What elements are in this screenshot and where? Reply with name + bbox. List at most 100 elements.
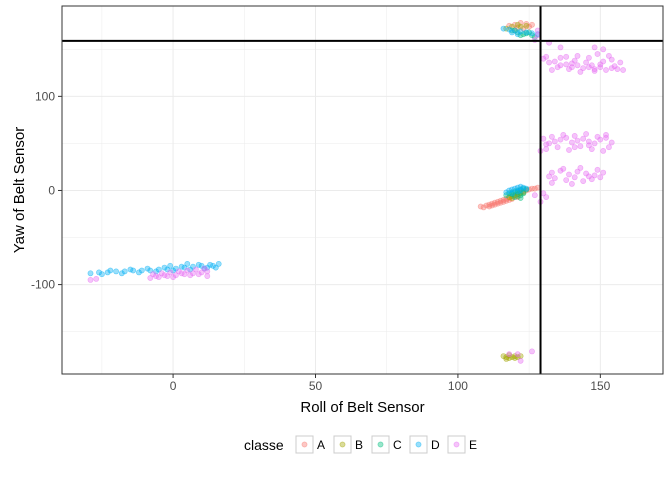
data-point-e [571, 174, 578, 181]
data-point-d [517, 187, 524, 194]
data-point-d [514, 31, 521, 38]
data-point-b [503, 355, 510, 362]
data-point-e [571, 132, 578, 139]
data-point-e [591, 44, 598, 51]
data-point-d [87, 270, 94, 277]
data-point-e [517, 357, 524, 364]
data-point-b [514, 21, 521, 28]
data-point-e [608, 56, 615, 63]
legend-title: classe [244, 437, 284, 453]
x-tick-label: 100 [448, 379, 468, 393]
legend-label: C [393, 438, 402, 452]
data-point-a [529, 21, 535, 28]
data-point-e [551, 138, 558, 145]
data-point-d [135, 269, 142, 276]
y-tick-label: -100 [31, 278, 55, 292]
data-point-e [543, 194, 550, 200]
data-point-d [210, 262, 216, 269]
legend-key [333, 435, 352, 454]
data-point-d [138, 267, 145, 274]
data-point-a [491, 201, 498, 208]
data-point-e [557, 44, 564, 51]
data-point-e [603, 67, 609, 73]
data-point-d [529, 30, 535, 37]
data-point-c [517, 195, 524, 201]
data-point-e [192, 266, 199, 273]
data-point-d [144, 265, 151, 272]
data-point-e [583, 59, 589, 66]
data-point-b [523, 22, 530, 29]
data-point-d [167, 262, 174, 269]
data-point-e [178, 270, 185, 277]
data-point-e [546, 173, 552, 180]
legend-label: E [469, 438, 477, 452]
legend-label: B [355, 438, 363, 452]
data-point-e [600, 169, 607, 176]
data-point-e [543, 141, 550, 148]
data-point-e [150, 271, 156, 278]
data-point-e [549, 179, 555, 186]
data-point-e [586, 54, 592, 61]
legend-item-a: A [295, 435, 325, 454]
data-point-e [546, 59, 552, 66]
legend-item-e: E [447, 435, 477, 454]
x-axis-title: Roll of Belt Sensor [300, 399, 424, 416]
data-point-d [509, 29, 515, 36]
data-point-e [93, 275, 100, 282]
data-point-d [118, 270, 125, 277]
data-point-e [184, 267, 191, 274]
y-tick-label: 100 [35, 89, 55, 103]
data-point-e [586, 64, 592, 71]
data-point-e [594, 133, 601, 140]
data-point-e [187, 272, 194, 279]
reference-lines [62, 6, 663, 374]
data-point-e [549, 133, 555, 140]
y-axis-title: Yaw of Belt Sensor [11, 127, 28, 253]
data-point-e [611, 63, 618, 70]
data-point-e [591, 68, 598, 74]
data-point-e [600, 147, 607, 154]
legend-item-d: D [409, 435, 440, 454]
data-point-d [99, 271, 105, 278]
legend: classe A B C D E [244, 435, 477, 454]
x-axis: 0 50 100 150 [170, 374, 611, 393]
data-point-a [480, 204, 487, 211]
data-point-e [583, 131, 589, 137]
x-tick-label: 0 [170, 379, 177, 393]
data-point-d [212, 264, 219, 271]
legend-label: D [431, 438, 440, 452]
data-point-e [514, 351, 521, 358]
data-point-e [586, 173, 592, 180]
data-point-d [184, 260, 191, 267]
x-tick-label: 50 [309, 379, 323, 393]
data-point-e [87, 276, 94, 283]
data-point-e [603, 131, 609, 138]
data-point-e [540, 190, 547, 197]
data-point-b [517, 23, 524, 30]
data-point-e [594, 166, 601, 173]
data-point-e [597, 174, 604, 181]
data-point-e [147, 275, 154, 281]
data-point-e [563, 53, 570, 60]
data-point-e [566, 171, 572, 178]
x-tick-label: 150 [590, 379, 610, 393]
data-points [87, 19, 626, 364]
data-point-e [569, 60, 575, 67]
data-point-e [557, 62, 564, 69]
data-point-e [588, 62, 595, 69]
legend-swatch-b [339, 441, 346, 448]
data-point-e [566, 66, 572, 72]
data-point-e [557, 136, 564, 143]
data-point-e [560, 131, 567, 138]
data-point-d [127, 266, 134, 273]
grid-lines [62, 6, 663, 374]
data-point-e [554, 144, 561, 151]
data-point-e [198, 269, 205, 276]
data-point-d [107, 267, 114, 274]
data-point-e [577, 164, 584, 171]
data-point-d [161, 264, 168, 271]
data-point-e [170, 274, 176, 280]
data-point-e [551, 175, 558, 182]
